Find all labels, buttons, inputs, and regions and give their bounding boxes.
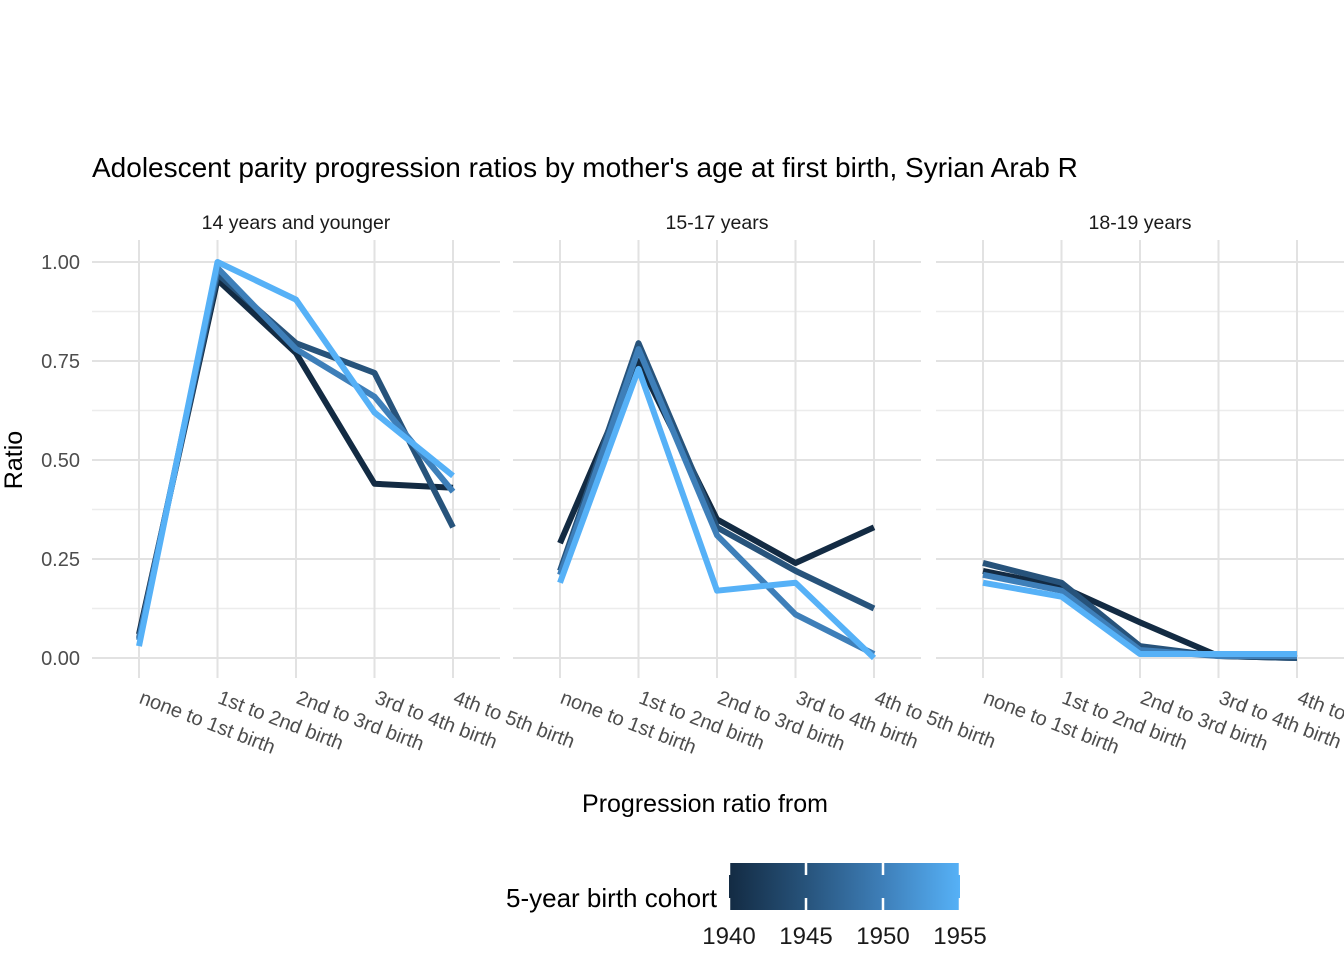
- y-tick-label: 0.00: [41, 648, 80, 670]
- facet-panel-2: [513, 240, 921, 678]
- legend: 5-year birth cohort 1940 1945 1950 1955: [506, 863, 987, 950]
- facet-panel-1: [92, 240, 500, 678]
- legend-colorbar: [729, 863, 960, 910]
- y-tick-label: 0.25: [41, 549, 80, 571]
- facet-panel-3: [936, 240, 1344, 678]
- line-1950: [557, 346, 876, 657]
- colorbar-tick: [958, 898, 962, 910]
- y-tick-label: 1.00: [41, 252, 80, 274]
- legend-colorbar-ticks: [727, 863, 962, 910]
- y-tick-label: 0.75: [41, 351, 80, 373]
- legend-tick-label: 1950: [856, 923, 909, 950]
- colorbar-tick: [881, 863, 885, 875]
- y-axis-title: Ratio: [0, 431, 28, 489]
- facet-strip-label: 14 years and younger: [202, 212, 391, 234]
- colorbar-tick: [881, 898, 885, 910]
- legend-title: 5-year birth cohort: [506, 883, 718, 913]
- facet-strip-labels: 14 years and younger 15-17 years 18-19 yea…: [202, 212, 1192, 234]
- y-tick-label: 0.50: [41, 450, 80, 472]
- x-axis-title: Progression ratio from: [582, 790, 828, 818]
- facet-panels: [92, 240, 1344, 678]
- colorbar-tick: [804, 863, 808, 875]
- line-1955: [557, 365, 877, 661]
- y-axis-tick-labels: 0.00 0.25 0.50 0.75 1.00: [41, 252, 80, 670]
- legend-tick-label: 1940: [702, 923, 755, 950]
- legend-tick-label: 1945: [779, 923, 832, 950]
- colorbar-tick: [804, 898, 808, 910]
- facet-strip-label: 18-19 years: [1089, 212, 1192, 234]
- colorbar-tick: [727, 863, 731, 875]
- legend-tick-labels: 1940 1945 1950 1955: [702, 923, 986, 950]
- chart-title: Adolescent parity progression ratios by …: [92, 152, 1078, 183]
- line-1955: [982, 579, 1297, 658]
- colorbar-tick: [958, 863, 962, 875]
- facet-strip-label: 15-17 years: [666, 212, 769, 234]
- colorbar-tick: [727, 898, 731, 910]
- legend-tick-label: 1955: [933, 923, 986, 950]
- line-1955: [136, 259, 455, 647]
